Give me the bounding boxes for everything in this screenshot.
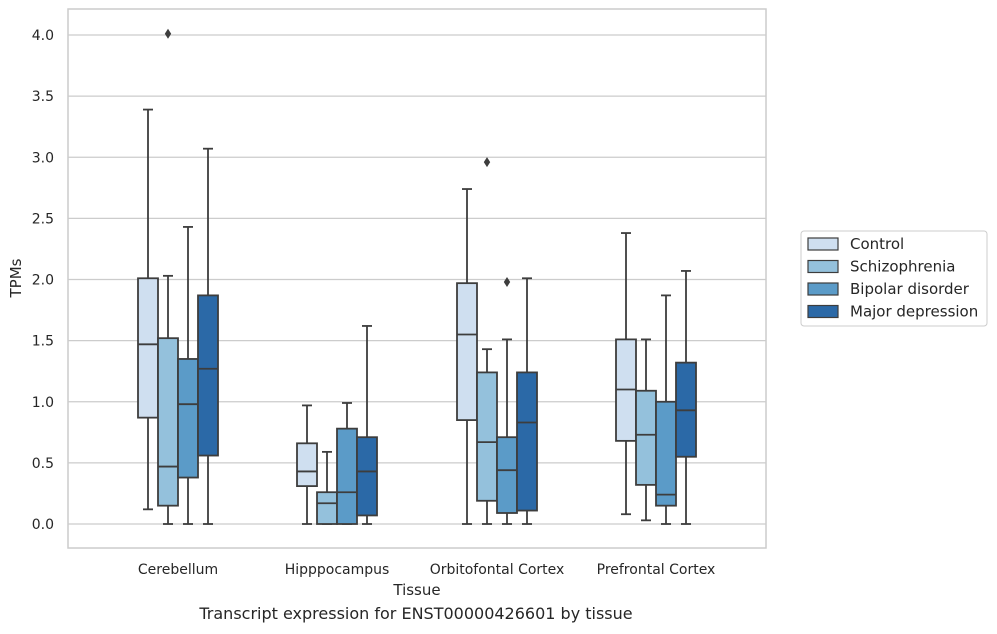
box-iqr (177, 358, 199, 479)
box-iqr (336, 427, 358, 525)
box-0-3 (197, 147, 219, 525)
box-2-1 (476, 157, 498, 525)
box-0-0 (137, 108, 159, 511)
box-iqr (516, 371, 538, 512)
box-iqr (197, 294, 219, 457)
figure-caption: Transcript expression for ENST0000042660… (199, 604, 633, 623)
y-tick-labels: 0.0 0.5 1.0 1.5 2.0 2.5 3.0 3.5 4.0 (32, 28, 54, 533)
box-3-2 (655, 294, 677, 525)
box-1-3 (356, 325, 378, 525)
x-tick-label: Prefrontal Cortex (597, 562, 716, 578)
box-1-2 (336, 402, 358, 525)
legend-swatch (807, 259, 839, 274)
legend-frame (800, 230, 988, 327)
box-iqr (655, 400, 677, 507)
outlier-point (164, 28, 172, 39)
plot-frame (67, 8, 767, 549)
x-tick-label: Hipppocampus (285, 562, 390, 578)
box-iqr (296, 442, 318, 488)
outlier-point (483, 157, 491, 168)
y-tick-label: 0.5 (32, 456, 54, 472)
box-iqr (157, 337, 179, 507)
box-2-0 (456, 188, 478, 525)
legend-swatch (807, 237, 839, 251)
y-tick-label: 2.5 (32, 211, 54, 227)
legend-label: Schizophrenia (850, 258, 955, 276)
y-axis-label: TPMs (7, 258, 25, 298)
y-tick-label: 1.5 (32, 334, 54, 350)
box-3-0 (615, 232, 637, 516)
y-tick-label: 0.0 (32, 517, 54, 533)
legend-swatch (807, 304, 839, 319)
legend-label: Bipolar disorder (850, 280, 970, 298)
box-0-1 (157, 28, 179, 525)
legend-label: Control (850, 235, 904, 253)
x-axis-label: Tissue (392, 581, 440, 599)
box-0-2 (177, 226, 199, 525)
x-tick-labels: Cerebellum Hipppocampus Orbitofontal Corte… (138, 562, 715, 578)
box-plot-series (137, 28, 697, 525)
box-iqr (496, 436, 518, 514)
y-tick-label: 3.5 (32, 89, 54, 105)
box-3-3 (675, 270, 697, 525)
box-iqr (476, 371, 498, 502)
y-tick-label: 1.0 (32, 395, 54, 411)
box-2-3 (516, 277, 538, 525)
box-iqr (356, 436, 378, 517)
box-iqr (316, 491, 338, 525)
box-iqr (456, 282, 478, 421)
box-iqr (635, 389, 657, 486)
outlier-point (503, 276, 511, 287)
legend-label: Major depression (850, 303, 978, 321)
box-iqr (137, 277, 159, 419)
y-tick-label: 3.0 (32, 150, 54, 166)
box-3-1 (635, 338, 657, 522)
legend: Control Schizophrenia Bipolar disorder Majo… (800, 230, 988, 327)
y-tick-label: 4.0 (32, 28, 54, 44)
box-1-0 (296, 404, 318, 525)
legend-swatch (807, 282, 839, 296)
y-tick-label: 2.0 (32, 273, 54, 289)
x-tick-label: Cerebellum (138, 562, 218, 578)
box-2-2 (496, 276, 518, 525)
x-tick-label: Orbitofontal Cortex (430, 562, 565, 578)
